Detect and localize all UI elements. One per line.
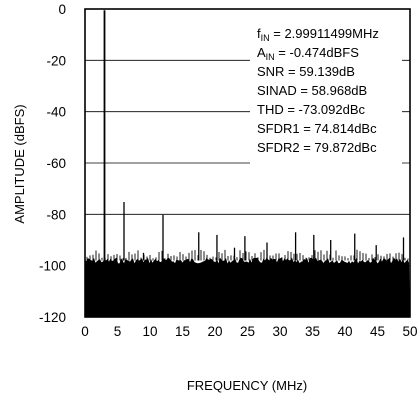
x-tick-label: 25 bbox=[240, 324, 255, 339]
annotation-background bbox=[250, 14, 402, 195]
annotation-fin: fIN = 2.99911499MHz bbox=[257, 26, 379, 43]
spectrum-series bbox=[103, 10, 405, 261]
annotation-sinad: SINAD = 58.968dB bbox=[257, 83, 367, 98]
x-tick-label: 20 bbox=[207, 324, 222, 339]
x-tick-label: 5 bbox=[114, 324, 122, 339]
x-axis-label: FREQUENCY (MHz) bbox=[187, 378, 307, 393]
x-tick-label: 15 bbox=[175, 324, 190, 339]
annotation-thd: THD = -73.092dBc bbox=[257, 102, 366, 117]
x-tick-label: 10 bbox=[142, 324, 157, 339]
annotation-sfdr2: SFDR2 = 79.872dBc bbox=[257, 140, 377, 155]
y-tick-label: -80 bbox=[46, 207, 66, 222]
annotation-ain: AIN = -0.474dBFS bbox=[257, 45, 359, 62]
annotation-snr: SNR = 59.139dB bbox=[257, 64, 355, 79]
x-tick-label: 40 bbox=[337, 324, 352, 339]
y-tick-labels: 0 -20 -40 -60 -80 -100 -120 bbox=[39, 2, 66, 325]
x-tick-label: 50 bbox=[402, 324, 417, 339]
measurement-annotations: fIN = 2.99911499MHz AIN = -0.474dBFS SNR… bbox=[250, 14, 402, 195]
x-tick-labels: 0 5 10 15 20 25 30 35 40 45 50 bbox=[81, 324, 417, 339]
y-axis-label: AMPLITUDE (dBFS) bbox=[12, 104, 27, 223]
x-tick-label: 35 bbox=[305, 324, 320, 339]
y-tick-label: -120 bbox=[39, 310, 66, 325]
y-tick-label: -60 bbox=[46, 156, 66, 171]
x-tick-label: 30 bbox=[272, 324, 287, 339]
y-tick-label: -20 bbox=[46, 53, 66, 68]
noise-floor-band bbox=[85, 257, 410, 317]
y-tick-label: -40 bbox=[46, 105, 66, 120]
annotation-sfdr1: SFDR1 = 74.814dBc bbox=[257, 121, 377, 136]
y-tick-label: -100 bbox=[39, 259, 66, 274]
y-tick-label: 0 bbox=[58, 2, 66, 17]
noise-floor bbox=[85, 249, 410, 317]
x-tick-label: 45 bbox=[370, 324, 385, 339]
x-tick-label: 0 bbox=[81, 324, 89, 339]
